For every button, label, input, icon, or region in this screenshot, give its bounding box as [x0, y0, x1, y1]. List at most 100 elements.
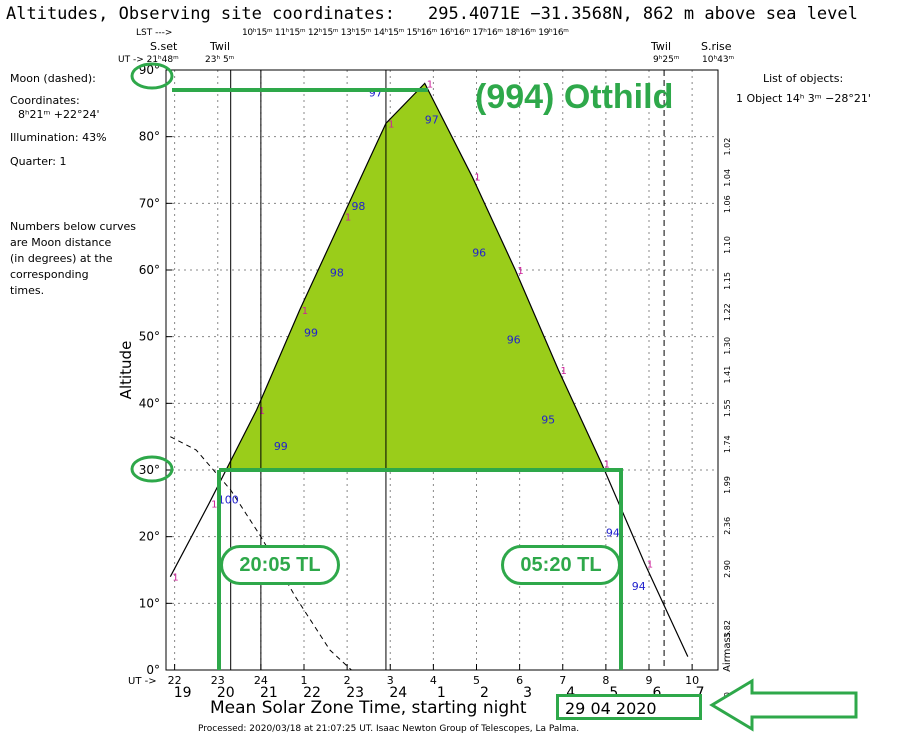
moon-distance-label: 98 — [330, 267, 344, 280]
note-line: corresponding — [10, 268, 89, 281]
note-line: are Moon distance — [10, 236, 112, 249]
object-marker: 1 — [560, 366, 566, 377]
moon-distance-label: 99 — [274, 440, 288, 453]
ut-tick-label: 10 — [685, 674, 699, 687]
y-tick-label: 10° — [139, 596, 160, 610]
note-line: times. — [10, 284, 45, 297]
sunrise-time: 10ʰ43ᵐ — [702, 55, 735, 65]
y-tick-label: 30° — [139, 463, 160, 477]
moon-distance-label: 98 — [351, 200, 365, 213]
coordinates-label: Coordinates: — [10, 94, 80, 107]
coordinates-value: 8ʰ21ᵐ +22°24' — [18, 108, 100, 121]
twilight-evening-time: 23ʰ 5ᵐ — [205, 55, 235, 65]
local-tick-label: 2 — [480, 685, 489, 701]
local-tick-label: 20 — [217, 685, 235, 701]
y-tick-label: 40° — [139, 396, 160, 410]
moon-distance-label: 94 — [632, 580, 646, 593]
y-tick-label: 20° — [139, 530, 160, 544]
y-tick-label: 80° — [139, 130, 160, 144]
lst-ticks: 10ʰ15ᵐ 11ʰ15ᵐ 12ʰ15ᵐ 13ʰ15ᵐ 14ʰ15ᵐ 15ʰ16… — [242, 28, 569, 38]
ut-tick-label: 24 — [254, 674, 268, 687]
end-time-badge: 05:20 TL — [501, 545, 621, 585]
local-tick-label: 21 — [260, 685, 278, 701]
moon-distance-label: 95 — [541, 413, 555, 426]
site-coordinates: 295.4071E −31.3568N, 862 m above sea lev… — [428, 4, 858, 24]
airmass-tick-label: 1.99 — [723, 476, 732, 494]
airmass-tick-label: 1.02 — [723, 138, 732, 156]
ticks: 0°10°20°30°40°50°60°70°80°90°AltitudeUT … — [117, 63, 733, 710]
x-axis-title: Mean Solar Zone Time, starting night — [210, 698, 527, 718]
local-tick-label: 22 — [303, 685, 321, 701]
airmass-tick-label: 3.82 — [723, 620, 732, 638]
local-tick-label: 19 — [174, 685, 192, 701]
sunset-ut: UT -> 21ʰ48ᵐ — [118, 55, 179, 65]
object-marker: 1 — [302, 306, 308, 317]
ut-prefix: UT -> — [128, 676, 157, 687]
local-tick-label: 24 — [389, 685, 407, 701]
y-tick-label: 70° — [139, 196, 160, 210]
processed-note: Processed: 2020/03/18 at 21:07:25 UT. Is… — [198, 724, 580, 734]
object-marker: 1 — [259, 406, 265, 417]
twilight-morning-label: Twil — [651, 40, 672, 53]
y-tick-label: 0° — [146, 663, 160, 677]
twilight-morning-time: 9ʰ25ᵐ — [653, 55, 680, 65]
ut-tick-label: 22 — [168, 674, 182, 687]
airmass-tick-label: 1.30 — [723, 337, 732, 355]
ut-tick-label: 9 — [646, 674, 653, 687]
local-tick-label: 23 — [346, 685, 364, 701]
moon-distance-label: 96 — [507, 333, 521, 346]
airmass-tick-label: 1.06 — [723, 195, 732, 213]
page-title: Altitudes, Observing site coordinates: — [6, 4, 395, 24]
airmass-tick-label: 1.15 — [723, 272, 732, 290]
night-date: 29 04 2020 — [556, 694, 702, 720]
airmass-tick-label: 1.55 — [723, 399, 732, 417]
local-tick-label: 1 — [437, 685, 446, 701]
airmass-tick-label: 2.90 — [723, 560, 732, 578]
observable-area — [226, 83, 605, 470]
ut-tick-label: 7 — [559, 674, 566, 687]
moon-label: Moon (dashed): — [10, 72, 96, 85]
airmass-tick-label: 1.22 — [723, 303, 732, 321]
object-marker: 1 — [345, 213, 351, 224]
object-marker: 1 — [211, 499, 217, 510]
object-marker: 1 — [517, 266, 523, 277]
ut-tick-label: 1 — [301, 674, 308, 687]
highlight-90-circle — [130, 62, 174, 90]
note-line: (in degrees) at the — [10, 252, 113, 265]
object-marker: 1 — [427, 79, 433, 90]
moon-distance-label: 100 — [218, 493, 239, 506]
date-arrow-icon — [709, 678, 858, 732]
object-marker: 1 — [388, 119, 394, 130]
object-marker: 1 — [172, 573, 178, 584]
moon-distance-note: Numbers below curves are Moon distance (… — [10, 219, 136, 299]
plot-border — [165, 69, 719, 671]
airmass-axis-label: Airmass — [722, 632, 733, 672]
object-marker: 1 — [604, 459, 610, 470]
ut-tick-label: 3 — [387, 674, 394, 687]
object-marker: 1 — [647, 559, 653, 570]
highlight-30-circle — [130, 455, 174, 483]
observable-window-fill — [226, 83, 605, 470]
moon-distance-label: 96 — [472, 247, 486, 260]
ut-tick-label: 8 — [602, 674, 609, 687]
object-marker: 1 — [474, 173, 480, 184]
ut-tick-label: 6 — [516, 674, 523, 687]
local-tick-label: 7 — [696, 685, 705, 701]
annotation-overlays — [130, 62, 858, 732]
airmass-tick-label: 1.10 — [723, 236, 732, 254]
local-tick-label: 3 — [523, 685, 532, 701]
ut-tick-label: 2 — [344, 674, 351, 687]
lst-arrow: LST ---> — [136, 28, 173, 38]
start-time-badge: 20:05 TL — [220, 545, 340, 585]
ut-tick-label: 4 — [430, 674, 437, 687]
y-tick-label: 60° — [139, 263, 160, 277]
sunset-label: S.set — [150, 40, 178, 53]
airmass-tick-label: 2.36 — [723, 517, 732, 535]
ut-tick-label: 5 — [473, 674, 480, 687]
curves: 1 1 1 1 1 1 1 1 1 1 1 1 — [169, 79, 689, 671]
airmass-tick-label: 1.04 — [723, 169, 732, 187]
object-list-entry: 1 Object 14ʰ 3ᵐ −28°21' — [736, 92, 871, 105]
illumination-text: Illumination: 43% — [10, 131, 107, 144]
